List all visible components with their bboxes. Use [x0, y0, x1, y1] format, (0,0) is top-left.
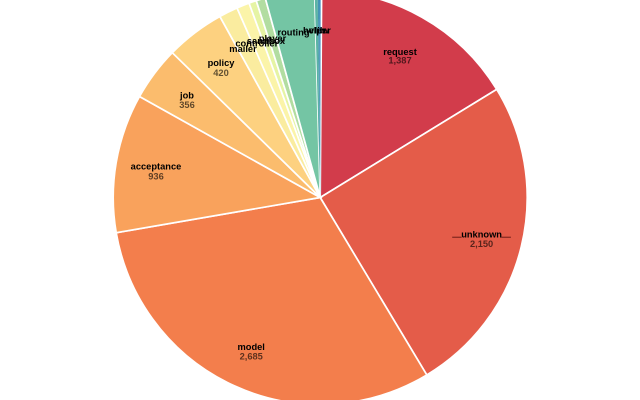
- svg-text:2,150: 2,150: [470, 239, 493, 249]
- svg-text:controller: controller: [235, 39, 278, 49]
- svg-text:view: view: [309, 25, 330, 35]
- svg-text:request: request: [383, 47, 417, 57]
- svg-text:2,685: 2,685: [240, 351, 263, 361]
- svg-text:acceptance: acceptance: [131, 162, 182, 172]
- svg-text:helper: helper: [303, 25, 331, 35]
- svg-text:model: model: [238, 342, 265, 352]
- svg-text:routing: routing: [277, 27, 309, 37]
- svg-text:policy: policy: [208, 58, 236, 68]
- svg-text:mailer: mailer: [229, 44, 257, 54]
- svg-text:936: 936: [148, 171, 164, 181]
- svg-text:1,387: 1,387: [388, 55, 411, 65]
- svg-text:356: 356: [179, 100, 195, 110]
- svg-text:lib: lib: [315, 25, 326, 35]
- svg-text:job: job: [179, 91, 194, 101]
- svg-text:player: player: [259, 34, 287, 44]
- svg-text:unknown: unknown: [461, 230, 502, 240]
- svg-text:420: 420: [213, 68, 229, 78]
- svg-text:sandbox: sandbox: [247, 36, 286, 46]
